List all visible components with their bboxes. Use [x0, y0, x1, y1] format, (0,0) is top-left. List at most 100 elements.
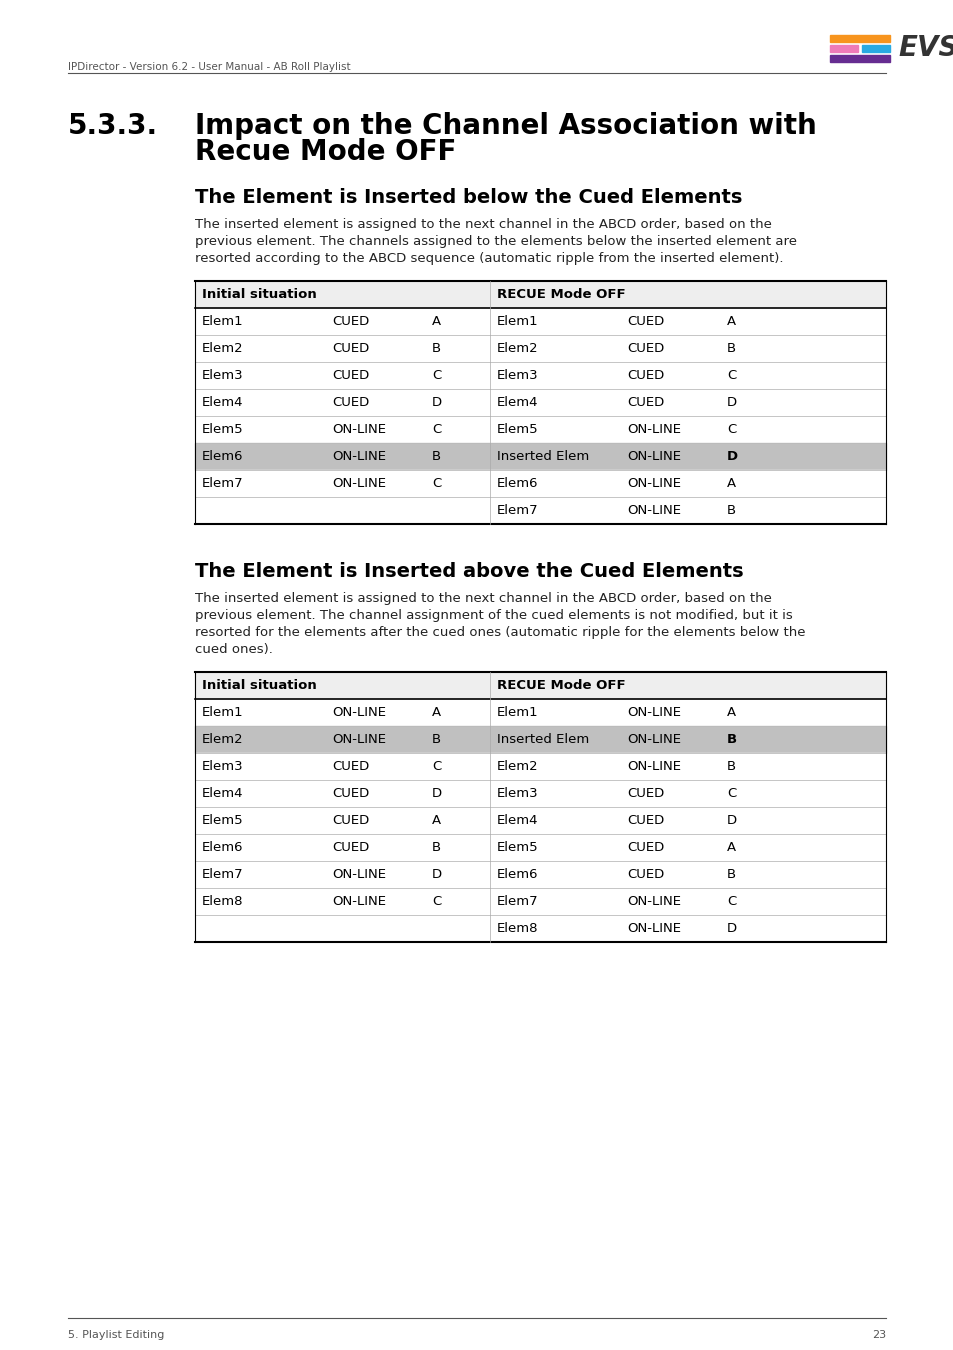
Text: CUED: CUED — [626, 342, 663, 355]
Text: ON-LINE: ON-LINE — [332, 706, 386, 720]
Bar — [194, 780, 885, 807]
Text: ON-LINE: ON-LINE — [332, 423, 386, 436]
Text: Impact on the Channel Association with: Impact on the Channel Association with — [194, 112, 816, 140]
Text: Elem5: Elem5 — [202, 814, 243, 828]
Text: previous element. The channel assignment of the cued elements is not modified, b: previous element. The channel assignment… — [194, 609, 792, 622]
Text: Elem2: Elem2 — [202, 342, 243, 355]
Text: CUED: CUED — [626, 814, 663, 828]
Text: CUED: CUED — [626, 868, 663, 882]
Text: A: A — [432, 814, 440, 828]
Text: Elem6: Elem6 — [497, 868, 537, 882]
Text: Elem1: Elem1 — [202, 706, 243, 720]
Text: Initial situation: Initial situation — [202, 288, 316, 301]
Text: B: B — [726, 868, 736, 882]
Text: ON-LINE: ON-LINE — [626, 706, 680, 720]
Text: Elem5: Elem5 — [202, 423, 243, 436]
Text: ON-LINE: ON-LINE — [332, 895, 386, 909]
Text: The Element is Inserted above the Cued Elements: The Element is Inserted above the Cued E… — [194, 562, 742, 580]
Text: Elem3: Elem3 — [497, 787, 538, 801]
Bar — [194, 807, 885, 834]
Text: Inserted Elem: Inserted Elem — [497, 733, 589, 747]
Text: C: C — [432, 760, 441, 774]
Text: 23: 23 — [871, 1330, 885, 1341]
Bar — [194, 888, 885, 915]
Text: resorted for the elements after the cued ones (automatic ripple for the elements: resorted for the elements after the cued… — [194, 626, 804, 639]
Text: Initial situation: Initial situation — [202, 679, 316, 693]
Bar — [194, 497, 885, 524]
Bar — [194, 915, 885, 942]
Text: Elem2: Elem2 — [497, 342, 538, 355]
Text: Elem3: Elem3 — [202, 369, 243, 382]
Text: A: A — [726, 841, 736, 855]
Text: B: B — [432, 342, 440, 355]
Bar — [194, 362, 885, 389]
Bar — [194, 834, 885, 861]
Text: CUED: CUED — [332, 841, 369, 855]
Text: Elem2: Elem2 — [497, 760, 538, 774]
Text: cued ones).: cued ones). — [194, 643, 273, 656]
Text: Elem8: Elem8 — [202, 895, 243, 909]
Text: Elem4: Elem4 — [202, 396, 243, 409]
Bar — [862, 45, 889, 53]
Text: C: C — [432, 423, 441, 436]
Text: CUED: CUED — [626, 787, 663, 801]
Text: ON-LINE: ON-LINE — [332, 477, 386, 490]
Text: Elem6: Elem6 — [497, 477, 537, 490]
Text: D: D — [726, 922, 737, 936]
Text: B: B — [726, 760, 736, 774]
Text: D: D — [726, 814, 737, 828]
Bar — [829, 55, 889, 62]
Text: 5.3.3.: 5.3.3. — [68, 112, 158, 140]
Text: C: C — [432, 895, 441, 909]
Text: Elem6: Elem6 — [202, 450, 243, 463]
Text: CUED: CUED — [332, 396, 369, 409]
Text: 5. Playlist Editing: 5. Playlist Editing — [68, 1330, 164, 1341]
Text: B: B — [726, 733, 737, 747]
Text: Elem7: Elem7 — [497, 504, 538, 517]
Text: D: D — [432, 787, 441, 801]
Text: C: C — [432, 477, 441, 490]
Bar — [194, 861, 885, 888]
Text: ON-LINE: ON-LINE — [626, 922, 680, 936]
Text: Inserted Elem: Inserted Elem — [497, 450, 589, 463]
Text: Elem1: Elem1 — [497, 315, 538, 328]
Text: B: B — [432, 841, 440, 855]
Bar — [194, 308, 885, 335]
Bar — [829, 45, 857, 53]
Bar — [194, 753, 885, 780]
Text: ON-LINE: ON-LINE — [626, 423, 680, 436]
Text: CUED: CUED — [332, 787, 369, 801]
Text: ON-LINE: ON-LINE — [626, 450, 680, 463]
Text: Recue Mode OFF: Recue Mode OFF — [194, 138, 456, 166]
Text: CUED: CUED — [332, 342, 369, 355]
Text: ON-LINE: ON-LINE — [626, 733, 680, 747]
Text: ON-LINE: ON-LINE — [332, 450, 386, 463]
Text: Elem7: Elem7 — [202, 868, 243, 882]
Text: Elem3: Elem3 — [497, 369, 538, 382]
Text: Elem7: Elem7 — [202, 477, 243, 490]
Text: B: B — [726, 342, 736, 355]
Text: D: D — [726, 450, 738, 463]
Bar — [194, 281, 885, 308]
Text: C: C — [726, 787, 736, 801]
Text: ON-LINE: ON-LINE — [332, 868, 386, 882]
Text: C: C — [726, 369, 736, 382]
Text: RECUE Mode OFF: RECUE Mode OFF — [497, 288, 625, 301]
Text: RECUE Mode OFF: RECUE Mode OFF — [497, 679, 625, 693]
Text: C: C — [726, 423, 736, 436]
Text: D: D — [432, 396, 441, 409]
Text: CUED: CUED — [332, 814, 369, 828]
Text: Elem3: Elem3 — [202, 760, 243, 774]
Text: ON-LINE: ON-LINE — [626, 477, 680, 490]
Text: ON-LINE: ON-LINE — [626, 504, 680, 517]
Text: CUED: CUED — [626, 841, 663, 855]
Text: Elem1: Elem1 — [497, 706, 538, 720]
Text: A: A — [432, 706, 440, 720]
Bar — [194, 672, 885, 699]
Text: Elem1: Elem1 — [202, 315, 243, 328]
Text: A: A — [432, 315, 440, 328]
Bar — [194, 699, 885, 726]
Text: ON-LINE: ON-LINE — [626, 760, 680, 774]
Text: B: B — [432, 450, 440, 463]
Bar — [194, 443, 885, 470]
